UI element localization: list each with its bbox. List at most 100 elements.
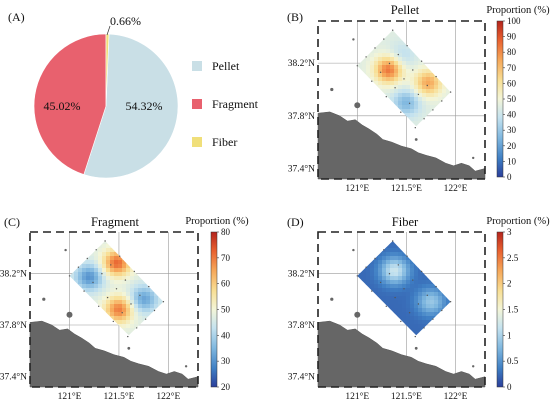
- heatmap-cell: [330, 25, 334, 29]
- heatmap-cell: [446, 117, 451, 122]
- heatmap-cell: [134, 320, 139, 325]
- heatmap-cell: [350, 252, 354, 256]
- heatmap-cell: [386, 300, 391, 305]
- heatmap-cell: [370, 109, 375, 114]
- heatmap-cell: [382, 65, 387, 70]
- heatmap-cell: [470, 141, 474, 145]
- heatmap-cell: [442, 241, 447, 245]
- heatmap-cell: [342, 236, 346, 240]
- heatmap-cell: [142, 324, 147, 329]
- heatmap-cell: [474, 37, 478, 41]
- heatmap-cell: [438, 45, 443, 50]
- heatmap-cell: [58, 240, 62, 244]
- heatmap-cell: [174, 296, 178, 300]
- heatmap-cell: [346, 300, 350, 304]
- heatmap-cell: [70, 264, 75, 269]
- heatmap-cell: [162, 304, 164, 309]
- heatmap-cell: [474, 292, 478, 296]
- heatmap-cell: [138, 236, 142, 240]
- heatmap-cell: [478, 93, 482, 97]
- heatmap-cell: [186, 360, 190, 364]
- heatmap-cell: [382, 272, 387, 277]
- heatmap-cell: [446, 129, 450, 133]
- heatmap-cell: [334, 101, 338, 105]
- heatmap-cell: [474, 272, 478, 276]
- heatmap-cell: [454, 141, 458, 145]
- heatmap-cell: [442, 236, 446, 240]
- heatmap-cell: [346, 89, 350, 93]
- heatmap-cell: [342, 45, 346, 49]
- heatmap-cell: [78, 236, 82, 240]
- heatmap-cell: [418, 340, 422, 344]
- heatmap-cell: [458, 89, 462, 93]
- heatmap-cell: [366, 260, 371, 265]
- heatmap-cell: [130, 320, 135, 325]
- heatmap-cell: [118, 300, 123, 305]
- heatmap-cell: [158, 340, 162, 344]
- heatmap-cell: [46, 252, 50, 256]
- heatmap-cell: [102, 292, 107, 297]
- heatmap-cell: [458, 256, 462, 260]
- heatmap-cell: [186, 324, 190, 328]
- heatmap-cell: [422, 300, 427, 305]
- heatmap-cell: [98, 296, 103, 301]
- heatmap-cell: [154, 356, 158, 360]
- heatmap-cell: [374, 276, 379, 281]
- heatmap-cell: [106, 296, 111, 301]
- heatmap-cell: [366, 93, 371, 98]
- heatmap-cell: [110, 272, 115, 277]
- heatmap-cell: [410, 256, 415, 261]
- heatmap-cell: [378, 89, 383, 94]
- heatmap-cell: [142, 284, 147, 289]
- heatmap-cell: [482, 268, 486, 272]
- heatmap-cell: [378, 97, 383, 102]
- heatmap-cell: [418, 30, 423, 34]
- heatmap-cell: [70, 236, 74, 240]
- heatmap-cell: [382, 328, 387, 333]
- heatmap-cell: [358, 85, 363, 90]
- heatmap-cell: [418, 41, 423, 46]
- heatmap-cell: [466, 41, 470, 45]
- heatmap-cell: [350, 73, 354, 77]
- heatmap-cell: [414, 77, 419, 82]
- heatmap-cell: [374, 89, 379, 94]
- heatmap-cell: [374, 69, 379, 74]
- heatmap-cell: [474, 25, 478, 29]
- heatmap-cell: [414, 81, 419, 86]
- heatmap-cell: [438, 308, 443, 313]
- heatmap-cell: [462, 33, 466, 37]
- heatmap-cell: [458, 264, 462, 268]
- heatmap-cell: [106, 256, 111, 261]
- heatmap-cell: [446, 77, 451, 82]
- heatmap-cell: [178, 304, 182, 308]
- heatmap-cell: [74, 300, 79, 305]
- heatmap-cell: [426, 141, 430, 145]
- heatmap-cell: [418, 101, 423, 106]
- heatmap-cell: [398, 276, 403, 281]
- heatmap-cell: [34, 236, 38, 240]
- heatmap-cell: [454, 81, 458, 85]
- heatmap-cell: [374, 268, 379, 273]
- heatmap-cell: [190, 344, 194, 348]
- heatmap-cell: [326, 316, 330, 320]
- heatmap-cell: [446, 304, 451, 309]
- heatmap-cell: [186, 344, 190, 348]
- heatmap-cell: [402, 73, 407, 78]
- heatmap-cell: [346, 240, 350, 244]
- heatmap-cell: [322, 288, 326, 292]
- heatmap-cell: [58, 280, 62, 284]
- heatmap-cell: [414, 125, 419, 127]
- heatmap-cell: [78, 252, 83, 257]
- heatmap-cell: [94, 288, 99, 293]
- heatmap-cell: [370, 236, 374, 240]
- heatmap-cell: [346, 81, 350, 85]
- heatmap-cell: [406, 113, 411, 118]
- heatmap-cell: [146, 300, 151, 305]
- heatmap-cell: [350, 113, 354, 117]
- heatmap-cell: [450, 41, 451, 46]
- heatmap-cell: [390, 53, 395, 58]
- heatmap-cell: [370, 332, 375, 336]
- heatmap-cell: [182, 320, 186, 324]
- heatmap-cell: [370, 121, 375, 126]
- heatmap-cell: [50, 272, 54, 276]
